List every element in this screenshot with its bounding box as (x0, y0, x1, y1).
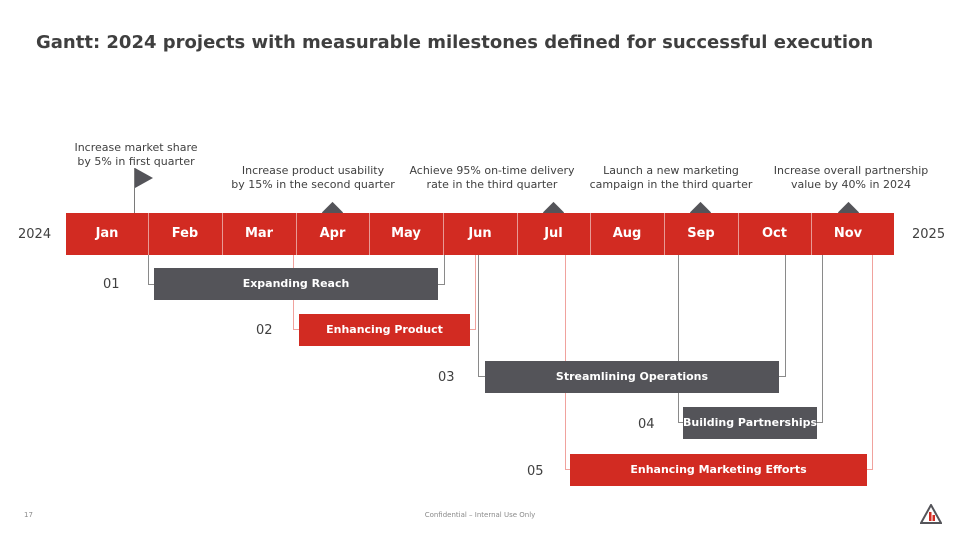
connector-04 (678, 255, 684, 423)
gantt-bar-expanding-reach: Expanding Reach (154, 268, 438, 300)
confidentiality-note: Confidential – Internal Use Only (424, 511, 536, 519)
month-apr: Apr (319, 226, 346, 241)
month-feb: Feb (171, 226, 199, 241)
project-number: 01 (103, 277, 120, 292)
month-divider (664, 213, 665, 255)
connector-04 (817, 255, 823, 423)
milestone-2-line2: by 15% in the second quarter (231, 178, 395, 191)
month-divider (811, 213, 812, 255)
project-number: 02 (256, 323, 273, 338)
month-jan: Jan (95, 226, 119, 241)
month-oct: Oct (762, 226, 787, 241)
milestone-1-line2: by 5% in first quarter (77, 155, 195, 168)
milestone-4-line2: campaign in the third quarter (589, 178, 753, 191)
gantt-bar-enhancing-product: Enhancing Product (299, 314, 470, 346)
project-number: 03 (438, 370, 455, 385)
connector-02 (470, 255, 476, 330)
month-jul: Jul (544, 226, 563, 241)
milestone-3-line1: Achieve 95% on-time delivery (409, 164, 575, 177)
month-jun: Jun (468, 226, 492, 241)
start-year-label: 2024 (18, 227, 52, 242)
project-number: 04 (638, 417, 655, 432)
milestone-2-line1: Increase product usability (241, 164, 385, 177)
page-title: Gantt: 2024 projects with measurable mil… (36, 32, 874, 53)
company-logo-icon (920, 504, 942, 524)
timeline-bar: Jan Feb Mar Apr May Jun Jul Aug Sep Oct … (66, 213, 894, 255)
month-aug: Aug (612, 226, 642, 241)
flag-icon (135, 168, 153, 188)
milestone-3-line2: rate in the third quarter (426, 178, 558, 191)
milestone-1-text: Increase market share by 5% in first qua… (66, 141, 206, 169)
month-divider (222, 213, 223, 255)
milestone-4-text: Launch a new marketing campaign in the t… (586, 164, 756, 192)
month-nov: Nov (833, 226, 863, 241)
month-sep: Sep (687, 226, 715, 241)
project-number: 05 (527, 464, 544, 479)
milestone-5-line2: value by 40% in 2024 (791, 178, 911, 191)
connector-01 (148, 255, 155, 285)
gantt-bar-streamlining-operations: Streamlining Operations (485, 361, 779, 393)
milestone-4-line1: Launch a new marketing (603, 164, 739, 177)
gantt-bar-enhancing-marketing-efforts: Enhancing Marketing Efforts (570, 454, 867, 486)
milestone-3-text: Achieve 95% on-time delivery rate in the… (406, 164, 578, 192)
month-divider (517, 213, 518, 255)
month-mar: Mar (244, 226, 274, 241)
gantt-bar-building-partnerships: Building Partnerships (683, 407, 817, 439)
month-may: May (391, 226, 421, 241)
flag-pole (134, 168, 135, 213)
month-divider (369, 213, 370, 255)
month-divider (443, 213, 444, 255)
month-divider (738, 213, 739, 255)
milestone-1-line1: Increase market share (74, 141, 198, 154)
milestone-5-text: Increase overall partnership value by 40… (766, 164, 936, 192)
page-number: 17 (24, 511, 33, 519)
connector-03 (478, 255, 486, 377)
month-divider (148, 213, 149, 255)
month-divider (590, 213, 591, 255)
month-divider (296, 213, 297, 255)
milestone-5-line1: Increase overall partnership (773, 164, 929, 177)
connector-01 (438, 255, 445, 285)
connector-05 (867, 255, 873, 470)
connector-03 (779, 255, 786, 377)
milestone-2-text: Increase product usability by 15% in the… (228, 164, 398, 192)
end-year-label: 2025 (912, 227, 946, 242)
